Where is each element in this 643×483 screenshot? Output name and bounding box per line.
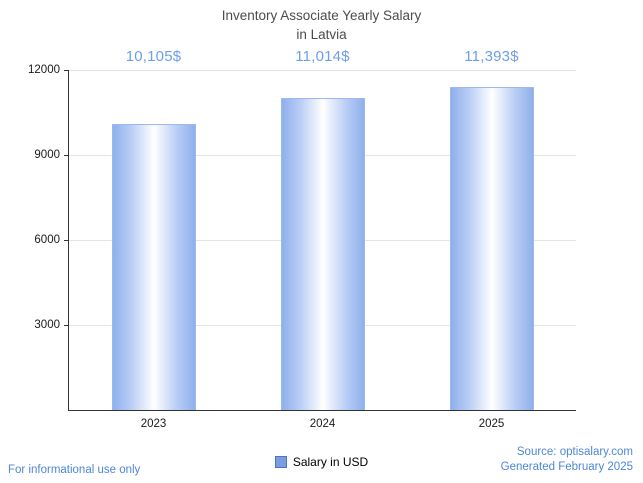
bar-2025 <box>449 87 534 410</box>
bar-2023 <box>111 123 196 410</box>
chart-title: Inventory Associate Yearly Salary in Lat… <box>0 7 643 45</box>
y-tick-label: 9000 <box>34 149 60 161</box>
chart-title-line1: Inventory Associate Yearly Salary <box>221 8 422 23</box>
generated-text: Generated February 2025 <box>500 461 633 474</box>
legend-swatch-icon <box>274 456 287 468</box>
y-tick-label: 12000 <box>28 64 60 76</box>
bar-value-label: 11,014$ <box>295 48 350 65</box>
bar-value-label: 10,105$ <box>125 48 182 65</box>
x-tick-label: 2023 <box>140 418 167 430</box>
x-tick-label: 2024 <box>309 418 336 430</box>
y-tick-mark <box>64 155 69 156</box>
x-tick-label: 2025 <box>478 418 505 430</box>
gridline <box>69 70 576 71</box>
y-tick-label: 3000 <box>34 319 60 331</box>
legend-label: Salary in USD <box>292 455 369 469</box>
y-tick-mark <box>64 240 69 241</box>
y-tick-mark <box>64 70 69 71</box>
disclaimer-text: For informational use only <box>8 464 141 476</box>
chart-title-line2: in Latvia <box>296 26 347 42</box>
source-text: Source: optisalary.com <box>516 445 633 458</box>
source-info: Source: optisalary.com Generated Februar… <box>501 445 633 476</box>
legend: Salary in USD <box>0 455 643 469</box>
plot-area: 3000 6000 9000 12000 10,105$ 2023 11,014$ 2024 1… <box>28 48 576 430</box>
bar-2024 <box>280 97 365 410</box>
bar-value-label: 11,393$ <box>464 48 519 65</box>
y-tick-label: 6000 <box>34 234 60 246</box>
y-tick-mark <box>64 325 69 326</box>
